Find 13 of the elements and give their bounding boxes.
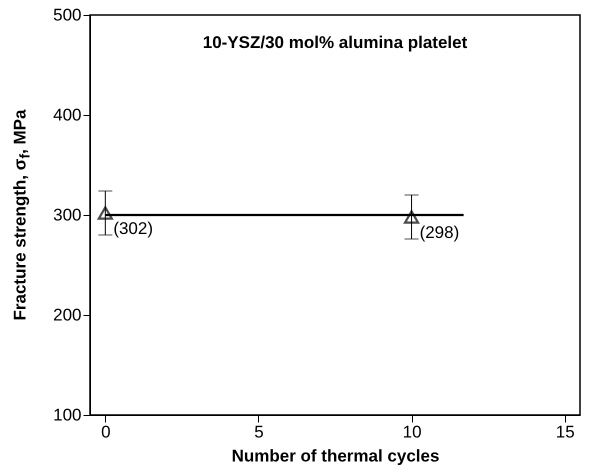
annotation: 10-YSZ/30 mol% alumina platelet bbox=[202, 33, 468, 52]
y-tick-label: 100 bbox=[53, 406, 82, 424]
data-label: (298) bbox=[420, 223, 460, 242]
x-tick-label: 5 bbox=[254, 422, 264, 442]
x-tick-label: 0 bbox=[101, 422, 111, 442]
x-tick-label: 15 bbox=[556, 422, 575, 442]
y-tick-label: 300 bbox=[53, 206, 82, 224]
y-tick-label: 200 bbox=[53, 306, 82, 324]
data-label: (302) bbox=[113, 219, 153, 238]
y-tick-label: 400 bbox=[53, 106, 82, 124]
x-tick-label: 10 bbox=[402, 422, 422, 442]
x-axis-title: Number of thermal cycles bbox=[232, 446, 440, 466]
y-tick-label: 500 bbox=[53, 6, 82, 24]
